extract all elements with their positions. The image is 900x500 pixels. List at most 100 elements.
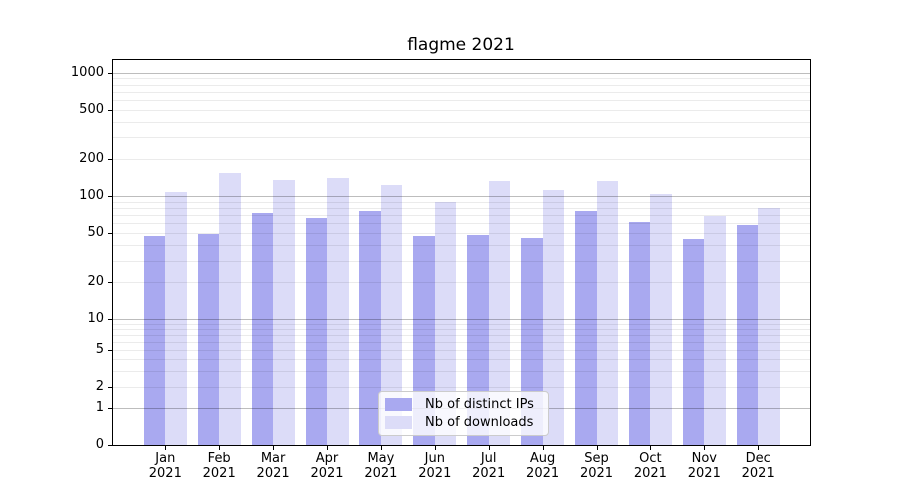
y-axis-tick-mark-200 xyxy=(108,158,113,160)
bar-downloads-feb xyxy=(219,172,241,445)
bar-distinct-ips-mar xyxy=(251,212,274,445)
y-axis-tick-mark-20 xyxy=(108,282,113,284)
y-axis-tick-label-0: 0 xyxy=(95,437,104,452)
gridline-minor-70 xyxy=(113,215,810,217)
bar-downloads-may xyxy=(380,184,403,445)
legend-swatch-distinct-ips xyxy=(385,398,412,412)
x-axis-tick-mark-may xyxy=(380,445,382,450)
gridline-minor-60 xyxy=(113,223,810,225)
y-axis-tick-mark-2 xyxy=(108,386,113,388)
x-axis-tick-mark-aug xyxy=(542,445,544,450)
gridline-major-10 xyxy=(113,319,810,321)
x-tick-month: Jul xyxy=(480,451,497,466)
bar-distinct-ips-sep xyxy=(575,211,597,445)
gridline-minor-400 xyxy=(113,121,810,123)
x-axis-tick-label-sep: Sep 2021 xyxy=(569,451,625,481)
x-axis-tick-label-may: May 2021 xyxy=(353,451,409,481)
bar-distinct-ips-jan xyxy=(143,236,166,445)
y-axis-tick-label-500: 500 xyxy=(79,101,104,117)
gridline-minor-700 xyxy=(113,91,810,93)
gridline-minor-8 xyxy=(113,329,810,331)
plot-area xyxy=(112,59,811,446)
x-tick-year: 2021 xyxy=(741,466,775,481)
y-axis-tick-label-2: 2 xyxy=(95,378,104,394)
x-tick-month: Jun xyxy=(424,451,445,466)
gridline-minor-90 xyxy=(113,201,810,203)
x-tick-month: Nov xyxy=(691,451,717,466)
x-axis-tick-mark-nov xyxy=(704,445,706,450)
gridline-minor-9 xyxy=(113,324,810,325)
bar-distinct-ips-oct xyxy=(628,221,651,445)
x-axis-tick-label-jun: Jun 2021 xyxy=(407,451,463,481)
gridline-major-1000 xyxy=(113,72,810,74)
x-tick-month: Sep xyxy=(584,451,609,466)
legend: Nb of distinct IPs Nb of downloads xyxy=(378,391,549,436)
y-axis-tick-label-10: 10 xyxy=(87,311,104,327)
y-axis-tick-label-200: 200 xyxy=(79,150,104,166)
bar-downloads-nov xyxy=(704,215,726,445)
x-axis-tick-label-mar: Mar 2021 xyxy=(245,451,301,481)
x-axis-tick-mark-feb xyxy=(219,445,221,450)
x-tick-month: Feb xyxy=(207,451,231,466)
bar-downloads-aug xyxy=(542,189,565,445)
gridline-minor-2 xyxy=(113,386,810,388)
x-axis-tick-mark-apr xyxy=(327,445,328,450)
x-tick-year: 2021 xyxy=(256,466,290,481)
x-tick-month: Dec xyxy=(745,451,771,466)
x-axis-tick-mark-sep xyxy=(596,445,598,450)
bar-distinct-ips-nov xyxy=(682,238,705,445)
bar-downloads-jan xyxy=(165,192,187,445)
bar-downloads-sep xyxy=(596,180,618,445)
legend-item-downloads: Nb of downloads xyxy=(385,414,542,431)
gridline-minor-4 xyxy=(113,358,810,360)
bar-downloads-mar xyxy=(273,179,295,445)
x-axis-tick-mark-jul xyxy=(488,445,490,450)
x-tick-month: May xyxy=(367,451,395,466)
gridline-minor-800 xyxy=(113,84,810,86)
y-axis-tick-label-5: 5 xyxy=(95,342,104,357)
gridline-major-100 xyxy=(113,196,810,197)
gridline-minor-900 xyxy=(113,78,810,80)
gridline-minor-6 xyxy=(113,341,810,343)
gridline-minor-7 xyxy=(113,335,810,337)
x-tick-year: 2021 xyxy=(364,466,398,481)
legend-item-distinct-ips: Nb of distinct IPs xyxy=(385,396,542,413)
legend-label-distinct-ips: Nb of distinct IPs xyxy=(425,397,534,413)
x-axis-tick-label-jul: Jul 2021 xyxy=(461,451,517,481)
y-axis-tick-label-1000: 1000 xyxy=(70,64,104,80)
gridline-minor-300 xyxy=(113,137,810,139)
y-axis-tick-mark-100 xyxy=(108,196,113,197)
x-axis-tick-label-jan: Jan 2021 xyxy=(137,451,193,481)
y-axis-tick-mark-1000 xyxy=(108,72,113,74)
y-axis-tick-mark-1 xyxy=(108,408,113,410)
x-axis-tick-label-nov: Nov 2021 xyxy=(676,451,732,481)
x-axis-tick-label-aug: Aug 2021 xyxy=(515,451,571,481)
legend-swatch-downloads xyxy=(385,415,412,429)
gridline-minor-5 xyxy=(113,350,810,351)
y-axis-tick-mark-500 xyxy=(108,109,113,111)
x-tick-year: 2021 xyxy=(633,466,667,481)
y-axis-tick-label-20: 20 xyxy=(87,274,104,290)
legend-label-downloads: Nb of downloads xyxy=(425,414,534,430)
y-axis-tick-mark-5 xyxy=(108,350,113,351)
x-tick-year: 2021 xyxy=(472,466,506,481)
x-axis-tick-label-oct: Oct 2021 xyxy=(622,451,678,481)
bar-distinct-ips-feb xyxy=(197,234,220,445)
bar-downloads-jul xyxy=(488,180,511,445)
x-axis-tick-mark-jan xyxy=(165,445,167,450)
x-axis-tick-label-apr: Apr 2021 xyxy=(299,451,355,481)
x-tick-month: Mar xyxy=(260,451,286,466)
y-axis-tick-mark-50 xyxy=(108,233,113,235)
y-axis-tick-label-100: 100 xyxy=(79,188,104,203)
gridline-minor-80 xyxy=(113,207,810,209)
gridline-minor-50 xyxy=(113,233,810,235)
y-axis-tick-mark-10 xyxy=(108,319,113,321)
gridline-minor-40 xyxy=(113,245,810,247)
y-axis-tick-mark-0 xyxy=(108,445,113,446)
y-axis-tick-label-50: 50 xyxy=(87,225,104,241)
bar-distinct-ips-apr xyxy=(305,218,327,445)
x-tick-year: 2021 xyxy=(148,466,182,481)
x-tick-month: Oct xyxy=(639,451,662,466)
x-tick-year: 2021 xyxy=(202,466,236,481)
